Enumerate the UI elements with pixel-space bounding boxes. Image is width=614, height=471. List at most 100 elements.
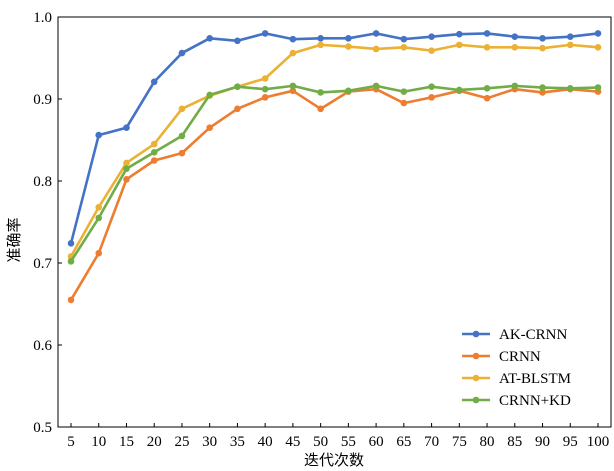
data-point bbox=[483, 85, 491, 92]
series-line bbox=[69, 43, 599, 258]
data-point bbox=[400, 99, 408, 107]
data-point bbox=[456, 41, 463, 49]
data-point bbox=[261, 94, 269, 101]
series-crnn bbox=[67, 85, 602, 304]
data-point bbox=[539, 35, 546, 42]
plot-area-frame bbox=[57, 16, 612, 428]
y-tick-label: 0.7 bbox=[33, 256, 52, 272]
data-point bbox=[372, 30, 380, 37]
legend-swatch-marker bbox=[472, 330, 480, 338]
x-tick-label: 75 bbox=[452, 434, 467, 450]
data-point bbox=[483, 30, 491, 37]
data-point bbox=[400, 35, 408, 43]
x-tick-label: 85 bbox=[507, 434, 522, 450]
legend-item: AT-BLSTM bbox=[462, 371, 571, 387]
data-point bbox=[178, 149, 186, 157]
x-tick-label: 45 bbox=[285, 434, 300, 450]
data-point bbox=[539, 89, 546, 96]
data-point bbox=[95, 203, 103, 211]
data-point bbox=[234, 105, 241, 113]
x-tick-label: 60 bbox=[369, 434, 384, 450]
legend-swatch-marker bbox=[472, 374, 480, 382]
data-point bbox=[456, 30, 463, 38]
data-point bbox=[234, 37, 241, 45]
x-tick-label: 70 bbox=[424, 434, 439, 450]
data-point bbox=[289, 87, 297, 95]
x-tick-label: 65 bbox=[396, 434, 411, 450]
x-tick-label: 20 bbox=[147, 434, 162, 450]
series-line bbox=[69, 84, 599, 263]
y-tick-label: 0.8 bbox=[33, 174, 52, 190]
legend-item: CRNN bbox=[462, 349, 541, 365]
data-point bbox=[317, 105, 324, 113]
data-point bbox=[150, 157, 158, 164]
data-point bbox=[206, 91, 213, 99]
data-point bbox=[95, 214, 103, 222]
data-point bbox=[178, 105, 186, 113]
data-point bbox=[345, 35, 352, 42]
data-point bbox=[123, 176, 130, 183]
legend-item: AK-CRNN bbox=[462, 327, 568, 343]
data-point bbox=[566, 85, 574, 92]
legend-item: CRNN+KD bbox=[462, 393, 571, 409]
legend-label: CRNN+KD bbox=[499, 393, 571, 409]
data-point bbox=[566, 41, 574, 49]
data-point bbox=[178, 132, 186, 140]
x-tick-label: 40 bbox=[258, 434, 273, 450]
series-crnn-kd bbox=[67, 82, 602, 265]
data-point bbox=[95, 131, 103, 139]
data-point bbox=[428, 33, 435, 40]
series-at-blstm bbox=[67, 41, 602, 260]
data-point bbox=[594, 84, 602, 91]
data-point bbox=[511, 44, 519, 51]
x-tick-label: 55 bbox=[341, 434, 356, 450]
x-tick-label: 10 bbox=[91, 434, 106, 450]
series-layer bbox=[67, 30, 602, 304]
data-point bbox=[539, 44, 546, 52]
legend-label: AK-CRNN bbox=[499, 327, 568, 343]
data-point bbox=[150, 140, 158, 148]
data-point bbox=[206, 124, 213, 131]
data-point bbox=[289, 49, 297, 57]
x-tick-label: 30 bbox=[202, 434, 217, 450]
x-axis-label: 迭代次数 bbox=[304, 451, 364, 469]
x-tick-label: 90 bbox=[535, 434, 550, 450]
legend-swatch-marker bbox=[472, 352, 480, 360]
series-line bbox=[69, 32, 599, 244]
data-point bbox=[428, 83, 435, 90]
x-tick-label: 35 bbox=[230, 434, 245, 450]
series-ak-crnn bbox=[67, 30, 602, 247]
legend-label: CRNN bbox=[499, 349, 541, 365]
data-point bbox=[150, 78, 158, 86]
legend: AK-CRNN CRNN AT-BLSTM CRNN+KD bbox=[462, 327, 571, 409]
x-tick-label: 15 bbox=[119, 434, 134, 450]
data-point bbox=[317, 35, 324, 42]
data-point bbox=[483, 94, 491, 102]
data-point bbox=[428, 47, 435, 54]
y-tick-label: 0.6 bbox=[33, 338, 52, 354]
data-point bbox=[234, 83, 241, 90]
data-point bbox=[456, 86, 463, 94]
x-tick-label: 50 bbox=[313, 434, 328, 450]
data-point bbox=[178, 49, 186, 57]
y-tick-label: 1.0 bbox=[33, 10, 52, 26]
data-point bbox=[317, 41, 324, 49]
data-point bbox=[317, 89, 324, 96]
data-point bbox=[372, 45, 380, 53]
y-tick-label: 0.5 bbox=[33, 420, 52, 436]
data-point bbox=[123, 165, 130, 172]
data-point bbox=[428, 94, 435, 101]
data-point bbox=[345, 87, 352, 95]
data-point bbox=[594, 30, 602, 37]
data-point bbox=[95, 249, 103, 257]
data-point bbox=[511, 82, 519, 90]
data-point bbox=[150, 149, 158, 156]
data-point bbox=[511, 33, 519, 40]
data-point bbox=[345, 43, 352, 50]
x-tick-label: 5 bbox=[67, 434, 75, 450]
data-point bbox=[123, 159, 130, 167]
x-tick-label: 100 bbox=[587, 434, 610, 450]
data-point bbox=[261, 30, 269, 37]
data-point bbox=[289, 82, 297, 90]
